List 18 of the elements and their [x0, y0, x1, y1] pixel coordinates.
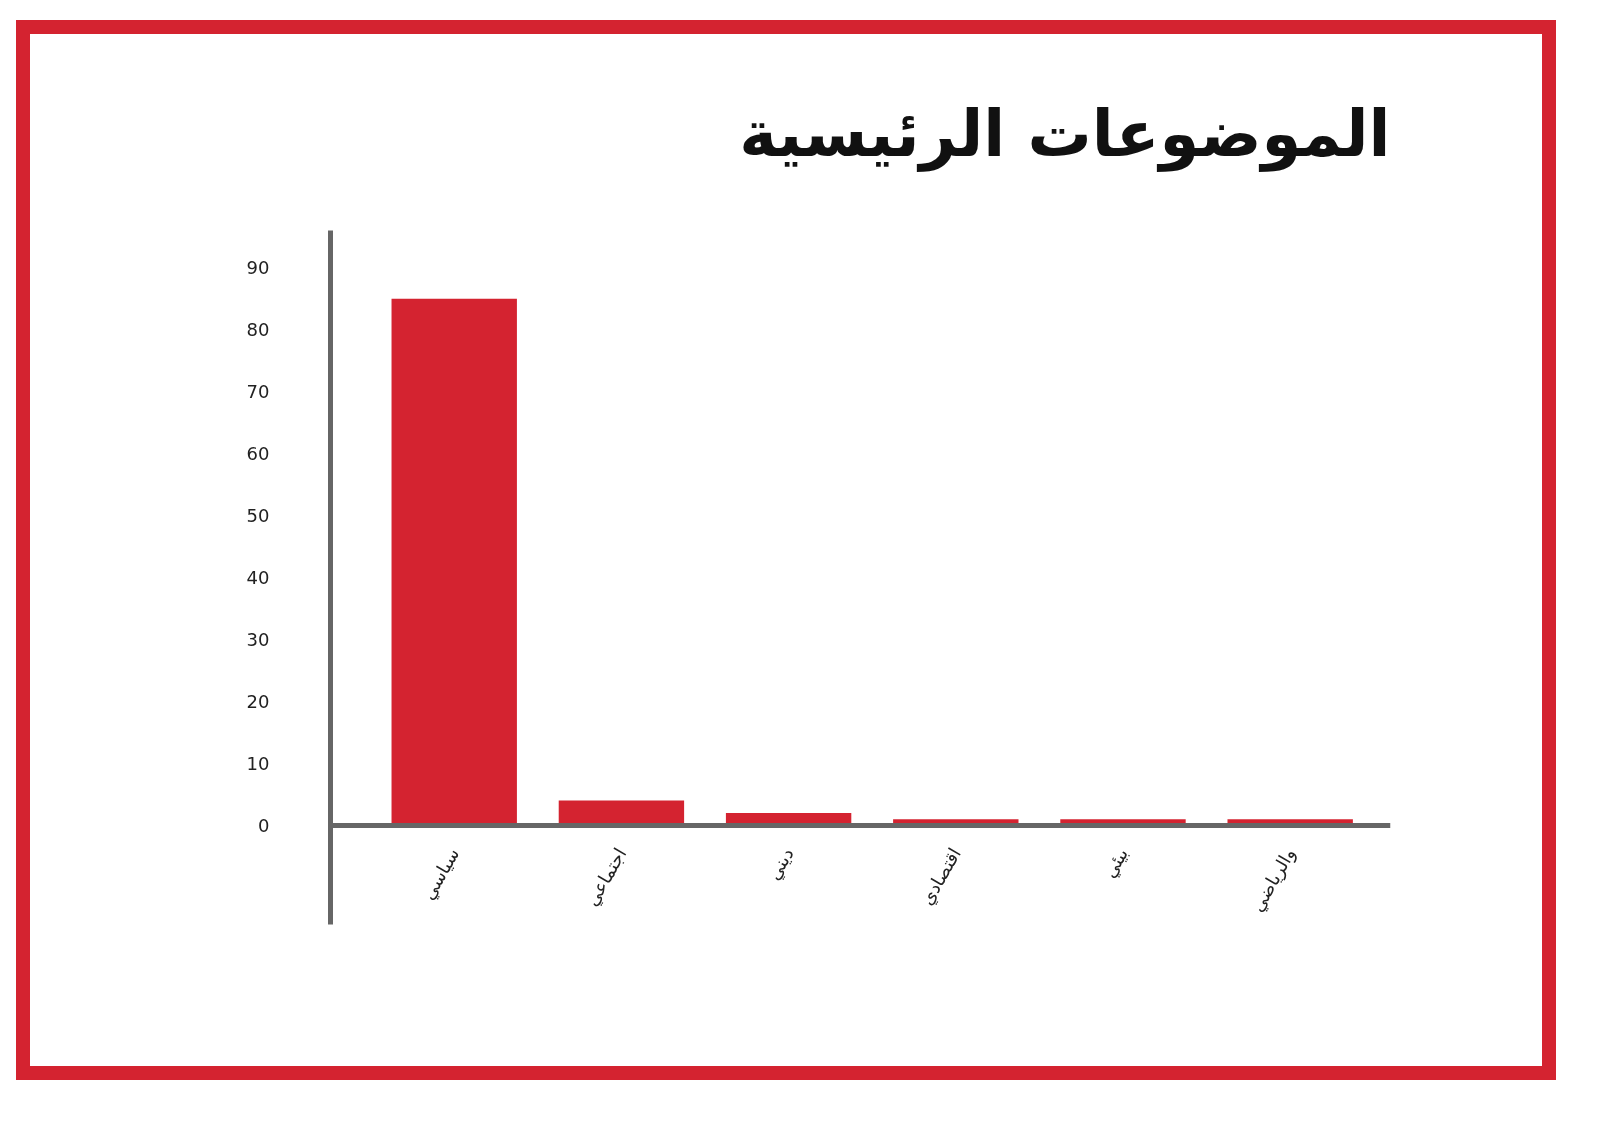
y-tick-label: 10 — [246, 752, 270, 774]
y-tick-label: 0 — [258, 814, 270, 836]
y-tick-label: 90 — [246, 257, 270, 279]
x-tick-label: ديني — [762, 844, 799, 885]
y-tick-label: 70 — [246, 381, 270, 403]
y-tick-label: 50 — [246, 505, 270, 527]
y-tick-label: 80 — [246, 319, 270, 341]
y-tick-label: 20 — [246, 690, 270, 712]
y-tick-label: 60 — [246, 443, 270, 465]
y-tick-label: 30 — [246, 628, 270, 650]
x-tick-label: سياسي — [417, 844, 465, 904]
chart-title: الموضوعات الرئيسية — [739, 96, 1391, 172]
x-tick-label: بيئي — [1098, 844, 1133, 882]
y-tick-label: 40 — [246, 567, 270, 588]
x-tick-label: اجتماعي — [580, 844, 632, 910]
bar — [391, 298, 517, 826]
x-tick-label: والرياضي — [1246, 844, 1301, 916]
x-tick-label: اقتصادي — [915, 844, 966, 910]
